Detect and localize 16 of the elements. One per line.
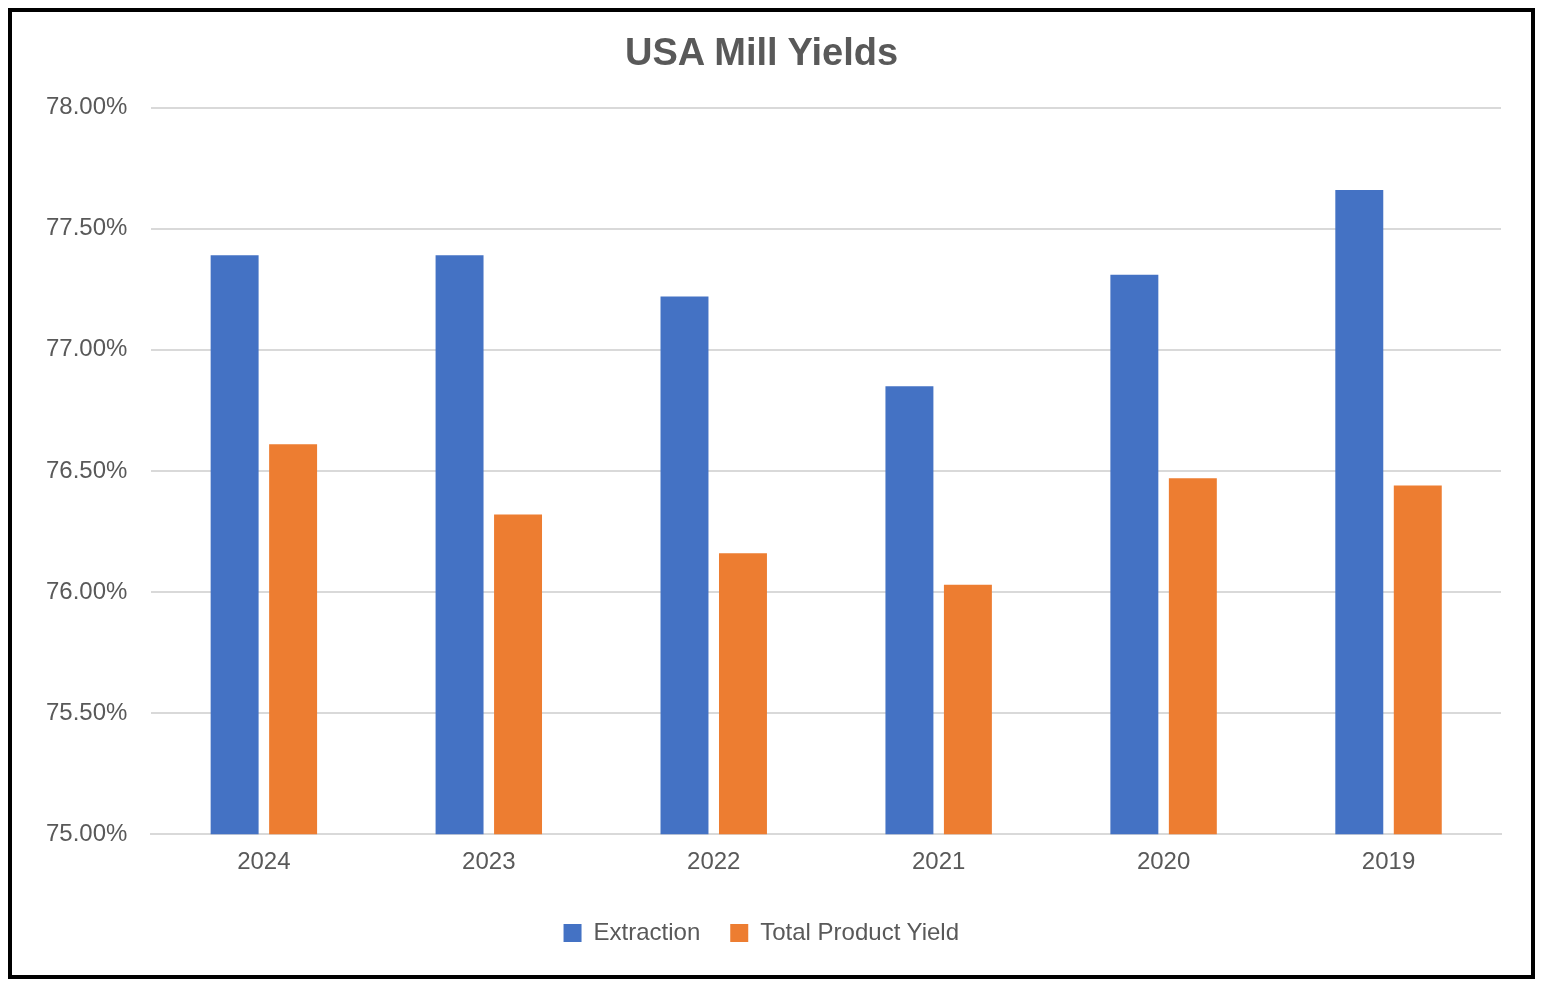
y-tick-label: 76.00%: [45, 576, 128, 604]
x-tick-label: 2024: [237, 847, 291, 875]
x-tick-label: 2019: [1361, 847, 1416, 875]
legend-label: Total Product Yield: [760, 917, 960, 945]
legend-label: Extraction: [593, 917, 701, 945]
y-tick-label: 76.50%: [45, 455, 128, 483]
x-tick-label: 2021: [911, 847, 966, 875]
x-tick-label: 2023: [462, 847, 516, 875]
y-tick-label: 77.00%: [45, 334, 128, 362]
x-tick-label: 2020: [1136, 847, 1191, 875]
chart-title: USA Mill Yields: [624, 31, 899, 74]
x-tick-label: 2022: [687, 847, 741, 875]
y-tick-label: 77.50%: [45, 213, 128, 241]
y-tick-label: 78.00%: [45, 92, 128, 120]
y-tick-label: 75.00%: [45, 818, 128, 846]
y-tick-label: 75.50%: [45, 697, 128, 725]
